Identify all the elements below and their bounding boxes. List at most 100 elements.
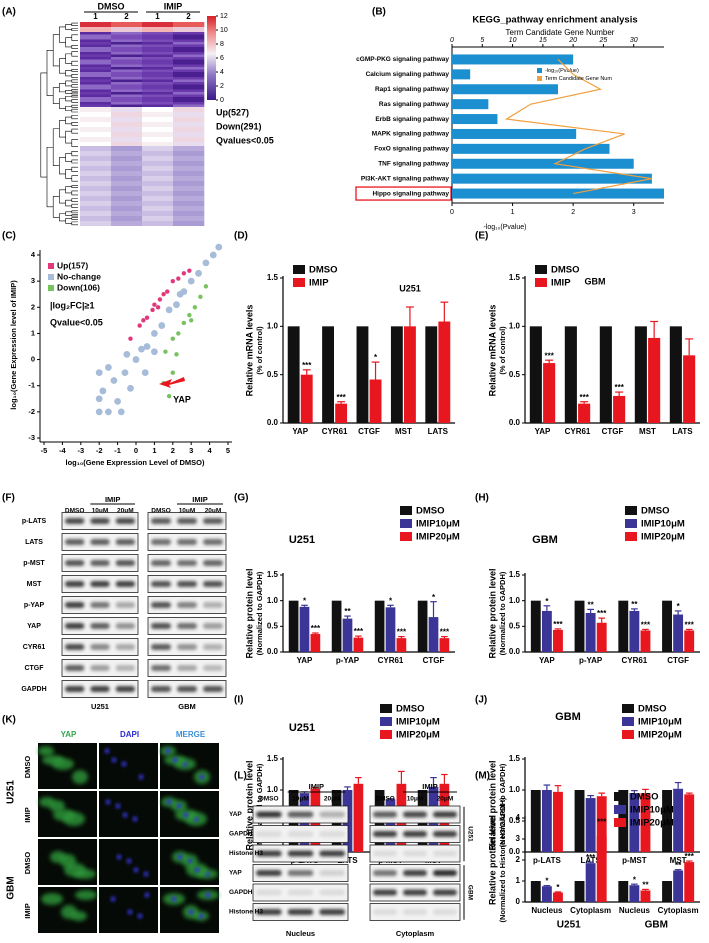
lane-label: 10μM bbox=[179, 508, 196, 515]
dendrogram bbox=[71, 79, 78, 83]
bar bbox=[669, 326, 682, 423]
bar bbox=[356, 326, 369, 423]
heatmap-cell bbox=[142, 109, 174, 113]
bar bbox=[417, 600, 428, 652]
bar bbox=[299, 606, 310, 652]
heatmap-cell bbox=[80, 122, 112, 125]
x-tick-label: p-YAP bbox=[336, 656, 360, 665]
heatmap-cell bbox=[173, 161, 205, 164]
significance: *** bbox=[685, 852, 695, 861]
dendrogram bbox=[71, 60, 78, 67]
heatmap-cell bbox=[173, 44, 205, 48]
blot-band bbox=[115, 644, 135, 650]
heatmap-cell bbox=[142, 129, 174, 133]
blot-band bbox=[151, 560, 171, 566]
heatmap-cell bbox=[173, 74, 205, 78]
bar bbox=[452, 114, 498, 125]
heatmap-cell bbox=[111, 24, 143, 27]
chart-title: GBM bbox=[585, 276, 606, 286]
compartment-label: Cytoplasm bbox=[396, 929, 435, 938]
point bbox=[170, 370, 175, 375]
heatmap-cell bbox=[173, 119, 205, 123]
bar bbox=[310, 634, 321, 652]
heatmap-cell bbox=[111, 153, 143, 157]
blot-band bbox=[319, 870, 345, 876]
y-axis-title: Relative protein level bbox=[487, 760, 497, 850]
row-label: YAP bbox=[229, 811, 242, 818]
heatmap-cell bbox=[142, 218, 174, 222]
heatmap-cell bbox=[111, 67, 143, 70]
heatmap-cell bbox=[142, 198, 174, 202]
significance: *** bbox=[641, 621, 651, 630]
heatmap-cell bbox=[142, 203, 174, 207]
point bbox=[105, 364, 112, 371]
heatmap-cell bbox=[80, 119, 112, 123]
x-tick-label: YAP bbox=[539, 656, 555, 665]
heatmap-cell bbox=[80, 186, 112, 189]
y-tick-label: 0.5 bbox=[509, 816, 521, 825]
pointer-arrow bbox=[159, 377, 185, 388]
legend-swatch bbox=[622, 730, 634, 739]
dendrogram bbox=[59, 98, 66, 109]
heatmap-cell bbox=[173, 37, 205, 40]
lane-label: DMSO bbox=[151, 508, 171, 515]
dendrogram bbox=[71, 44, 78, 49]
heatmap-cell bbox=[111, 213, 143, 217]
heatmap-cell bbox=[173, 107, 205, 110]
heatmap-cell bbox=[111, 74, 143, 78]
x2-tick-label: 5 bbox=[480, 37, 484, 44]
legend-label: Down(106) bbox=[57, 282, 100, 292]
heatmap-cell bbox=[142, 49, 174, 53]
bar bbox=[452, 84, 558, 95]
legend-label: IMIP10μM bbox=[641, 519, 685, 530]
dendrogram bbox=[71, 108, 78, 113]
column-label: 2 bbox=[186, 12, 191, 21]
bar bbox=[629, 793, 640, 852]
bar bbox=[287, 326, 300, 423]
heatmap-cell bbox=[80, 59, 112, 63]
blot-band bbox=[433, 870, 457, 876]
cell-nucleus bbox=[121, 761, 127, 767]
blot-band bbox=[287, 889, 314, 896]
legend-label: DMSO bbox=[396, 704, 425, 715]
blot-band bbox=[177, 623, 197, 629]
cell-line-label: GBM bbox=[6, 876, 17, 899]
point bbox=[152, 302, 157, 307]
blot-band bbox=[256, 811, 282, 818]
legend-label: DMSO bbox=[309, 265, 338, 276]
bar bbox=[438, 321, 451, 423]
dendrogram bbox=[71, 99, 78, 103]
bar bbox=[634, 326, 647, 423]
condition-label: IMIP bbox=[23, 807, 32, 822]
bar bbox=[574, 881, 585, 902]
bar bbox=[530, 881, 541, 902]
heatmap-cell bbox=[173, 196, 205, 199]
heatmap-cell bbox=[80, 67, 112, 70]
bar bbox=[564, 326, 577, 423]
dendrogram bbox=[71, 139, 78, 147]
heatmap-cell bbox=[173, 191, 205, 194]
blot-band bbox=[203, 686, 223, 692]
point bbox=[151, 348, 158, 356]
row-label: YAP bbox=[27, 623, 41, 630]
heatmap-cell bbox=[173, 198, 205, 202]
heatmap-cell bbox=[173, 39, 205, 43]
bar bbox=[541, 886, 552, 902]
condition-label: IMIP bbox=[23, 903, 32, 918]
legend-label: IMIP bbox=[309, 278, 329, 289]
heatmap-cell bbox=[111, 107, 143, 110]
significance: *** bbox=[579, 393, 589, 402]
legend-swatch bbox=[622, 704, 634, 713]
heatmap-cell bbox=[142, 183, 174, 187]
group-label: GBM bbox=[645, 920, 668, 931]
heatmap-cell bbox=[80, 142, 112, 145]
axis-title: log₁₀(Gene Expression level of IMIP) bbox=[9, 280, 18, 410]
bar bbox=[585, 612, 596, 652]
y-axis-title: Relative mRNA levels bbox=[487, 305, 497, 397]
point bbox=[121, 369, 129, 377]
heatmap-cell bbox=[80, 171, 112, 174]
dendrogram bbox=[71, 104, 78, 108]
cell-yap bbox=[41, 893, 63, 905]
blot-band bbox=[177, 539, 197, 545]
significance: ** bbox=[344, 607, 351, 616]
